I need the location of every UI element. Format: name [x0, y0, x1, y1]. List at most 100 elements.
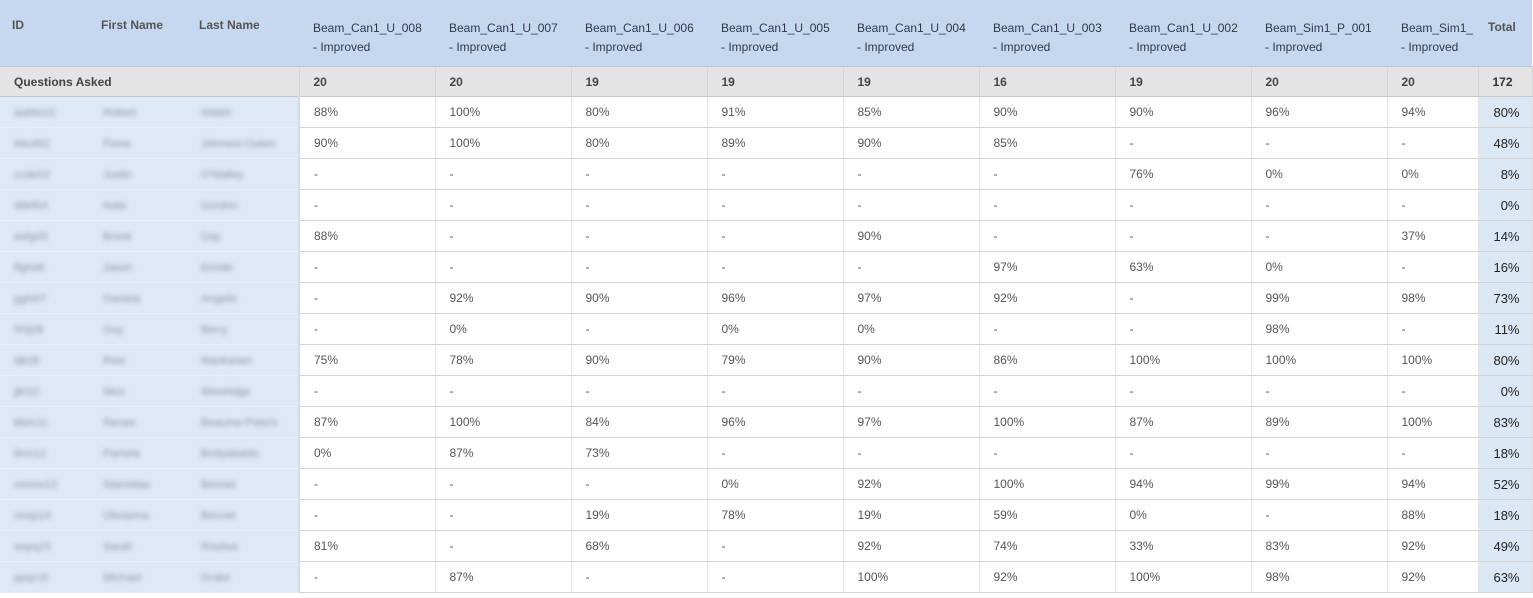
score-cell[interactable]: 83%: [1251, 530, 1388, 562]
student-row[interactable]: hhij08 Guy Berry -0% -0% 0% - -98% -11%: [0, 313, 1533, 345]
score-cell[interactable]: 63%: [1115, 251, 1252, 283]
score-cell[interactable]: -: [1115, 375, 1252, 407]
score-cell[interactable]: 100%: [979, 468, 1116, 500]
student-row[interactable]: nnop14 Olivianna Bonnet - -19% 78% 19% 59% 0% -88…: [0, 499, 1533, 531]
score-cell[interactable]: 78%: [707, 499, 844, 531]
score-cell[interactable]: -: [1387, 251, 1479, 283]
score-cell[interactable]: -: [707, 437, 844, 469]
student-row[interactable]: bbcd02 Fiona Johnson-Gates 90% 100% 80% 89% 90%…: [0, 127, 1533, 159]
score-cell[interactable]: 87%: [435, 437, 572, 469]
score-cell[interactable]: 19%: [843, 499, 980, 531]
score-cell[interactable]: 75%: [299, 344, 436, 376]
student-row[interactable]: iijk09 Ravi Mankanen 75% 78% 90% 79% 90% 86% 100%…: [0, 344, 1533, 376]
score-cell[interactable]: -: [707, 530, 844, 562]
score-cell[interactable]: -: [843, 189, 980, 221]
student-row[interactable]: eefg05 Brook Day 88% - - -90% - - -37% 14%: [0, 220, 1533, 252]
column-header-assignment[interactable]: Beam_Can1_U_008 - Improved: [299, 0, 435, 67]
score-cell[interactable]: -: [299, 561, 436, 593]
score-cell[interactable]: 90%: [979, 96, 1116, 128]
score-cell[interactable]: -: [1115, 437, 1252, 469]
score-cell[interactable]: -: [1387, 437, 1479, 469]
column-header-assignment[interactable]: Beam_Can1_U_002 - Improved: [1115, 0, 1251, 67]
score-cell[interactable]: -: [299, 158, 436, 190]
score-cell[interactable]: -: [299, 499, 436, 531]
score-cell[interactable]: -: [299, 313, 436, 345]
score-cell[interactable]: -: [571, 468, 708, 500]
score-cell[interactable]: 94%: [1115, 468, 1252, 500]
score-cell[interactable]: 85%: [843, 96, 980, 128]
score-cell[interactable]: -: [571, 220, 708, 252]
score-cell[interactable]: 73%: [571, 437, 708, 469]
score-cell[interactable]: 87%: [1115, 406, 1252, 438]
score-cell[interactable]: -: [435, 251, 572, 283]
score-cell[interactable]: -: [435, 220, 572, 252]
score-cell[interactable]: -: [435, 499, 572, 531]
column-header-total[interactable]: Total: [1478, 0, 1532, 67]
score-cell[interactable]: 98%: [1251, 313, 1388, 345]
score-cell[interactable]: 100%: [1115, 344, 1252, 376]
score-cell[interactable]: 90%: [571, 344, 708, 376]
score-cell[interactable]: 94%: [1387, 96, 1479, 128]
score-cell[interactable]: -: [1115, 313, 1252, 345]
column-header-assignment[interactable]: Beam_Can1_U_003 - Improved: [979, 0, 1115, 67]
column-header-assignment[interactable]: Beam_Sim1_P_001 - Improved: [1251, 0, 1387, 67]
score-cell[interactable]: 0%: [843, 313, 980, 345]
score-cell[interactable]: 79%: [707, 344, 844, 376]
score-cell[interactable]: 0%: [1387, 158, 1479, 190]
column-header-assignment[interactable]: Beam_Can1_U_006 - Improved: [571, 0, 707, 67]
score-cell[interactable]: 81%: [299, 530, 436, 562]
score-cell[interactable]: 92%: [1387, 561, 1479, 593]
score-cell[interactable]: 100%: [435, 406, 572, 438]
score-cell[interactable]: -: [707, 561, 844, 593]
student-row[interactable]: aabbc01 Robert Walsh 88% 100% 80% 91% 85% 90% 90%…: [0, 96, 1533, 128]
column-header-assignment[interactable]: Beam_Can1_U_007 - Improved: [435, 0, 571, 67]
score-cell[interactable]: 100%: [1251, 344, 1388, 376]
score-cell[interactable]: 100%: [1115, 561, 1252, 593]
score-cell[interactable]: 97%: [979, 251, 1116, 283]
score-cell[interactable]: -: [707, 251, 844, 283]
score-cell[interactable]: 19%: [571, 499, 708, 531]
score-cell[interactable]: -: [1115, 282, 1252, 314]
score-cell[interactable]: 76%: [1115, 158, 1252, 190]
score-cell[interactable]: 88%: [299, 96, 436, 128]
score-cell[interactable]: -: [571, 251, 708, 283]
score-cell[interactable]: 89%: [707, 127, 844, 159]
score-cell[interactable]: -: [1387, 375, 1479, 407]
score-cell[interactable]: 94%: [1387, 468, 1479, 500]
score-cell[interactable]: -: [1251, 189, 1388, 221]
score-cell[interactable]: -: [843, 158, 980, 190]
score-cell[interactable]: 92%: [435, 282, 572, 314]
student-row[interactable]: gghi07 Daniela Angelis -92% 90% 96% 97% 92% -99%…: [0, 282, 1533, 314]
score-cell[interactable]: -: [435, 158, 572, 190]
score-cell[interactable]: -: [571, 375, 708, 407]
score-cell[interactable]: 74%: [979, 530, 1116, 562]
score-cell[interactable]: 80%: [571, 96, 708, 128]
score-cell[interactable]: 59%: [979, 499, 1116, 531]
score-cell[interactable]: -: [979, 220, 1116, 252]
score-cell[interactable]: 90%: [1115, 96, 1252, 128]
score-cell[interactable]: 91%: [707, 96, 844, 128]
score-cell[interactable]: 96%: [707, 406, 844, 438]
column-header-last-name[interactable]: Last Name: [187, 0, 299, 67]
score-cell[interactable]: 0%: [299, 437, 436, 469]
score-cell[interactable]: 78%: [435, 344, 572, 376]
column-header-assignment[interactable]: Beam_Sim1_ - Improved: [1387, 0, 1478, 67]
score-cell[interactable]: 98%: [1251, 561, 1388, 593]
score-cell[interactable]: -: [435, 375, 572, 407]
score-cell[interactable]: -: [1251, 220, 1388, 252]
score-cell[interactable]: -: [843, 437, 980, 469]
score-cell[interactable]: 86%: [979, 344, 1116, 376]
score-cell[interactable]: 0%: [1251, 158, 1388, 190]
student-row[interactable]: ddef04 Nate Gordon - - - - - - - - -0%: [0, 189, 1533, 221]
score-cell[interactable]: -: [843, 375, 980, 407]
score-cell[interactable]: -: [843, 251, 980, 283]
score-cell[interactable]: 84%: [571, 406, 708, 438]
score-cell[interactable]: -: [1115, 220, 1252, 252]
score-cell[interactable]: -: [1387, 313, 1479, 345]
score-cell[interactable]: 90%: [571, 282, 708, 314]
score-cell[interactable]: -: [299, 468, 436, 500]
score-cell[interactable]: -: [707, 189, 844, 221]
score-cell[interactable]: 88%: [1387, 499, 1479, 531]
score-cell[interactable]: 100%: [843, 561, 980, 593]
score-cell[interactable]: -: [299, 282, 436, 314]
